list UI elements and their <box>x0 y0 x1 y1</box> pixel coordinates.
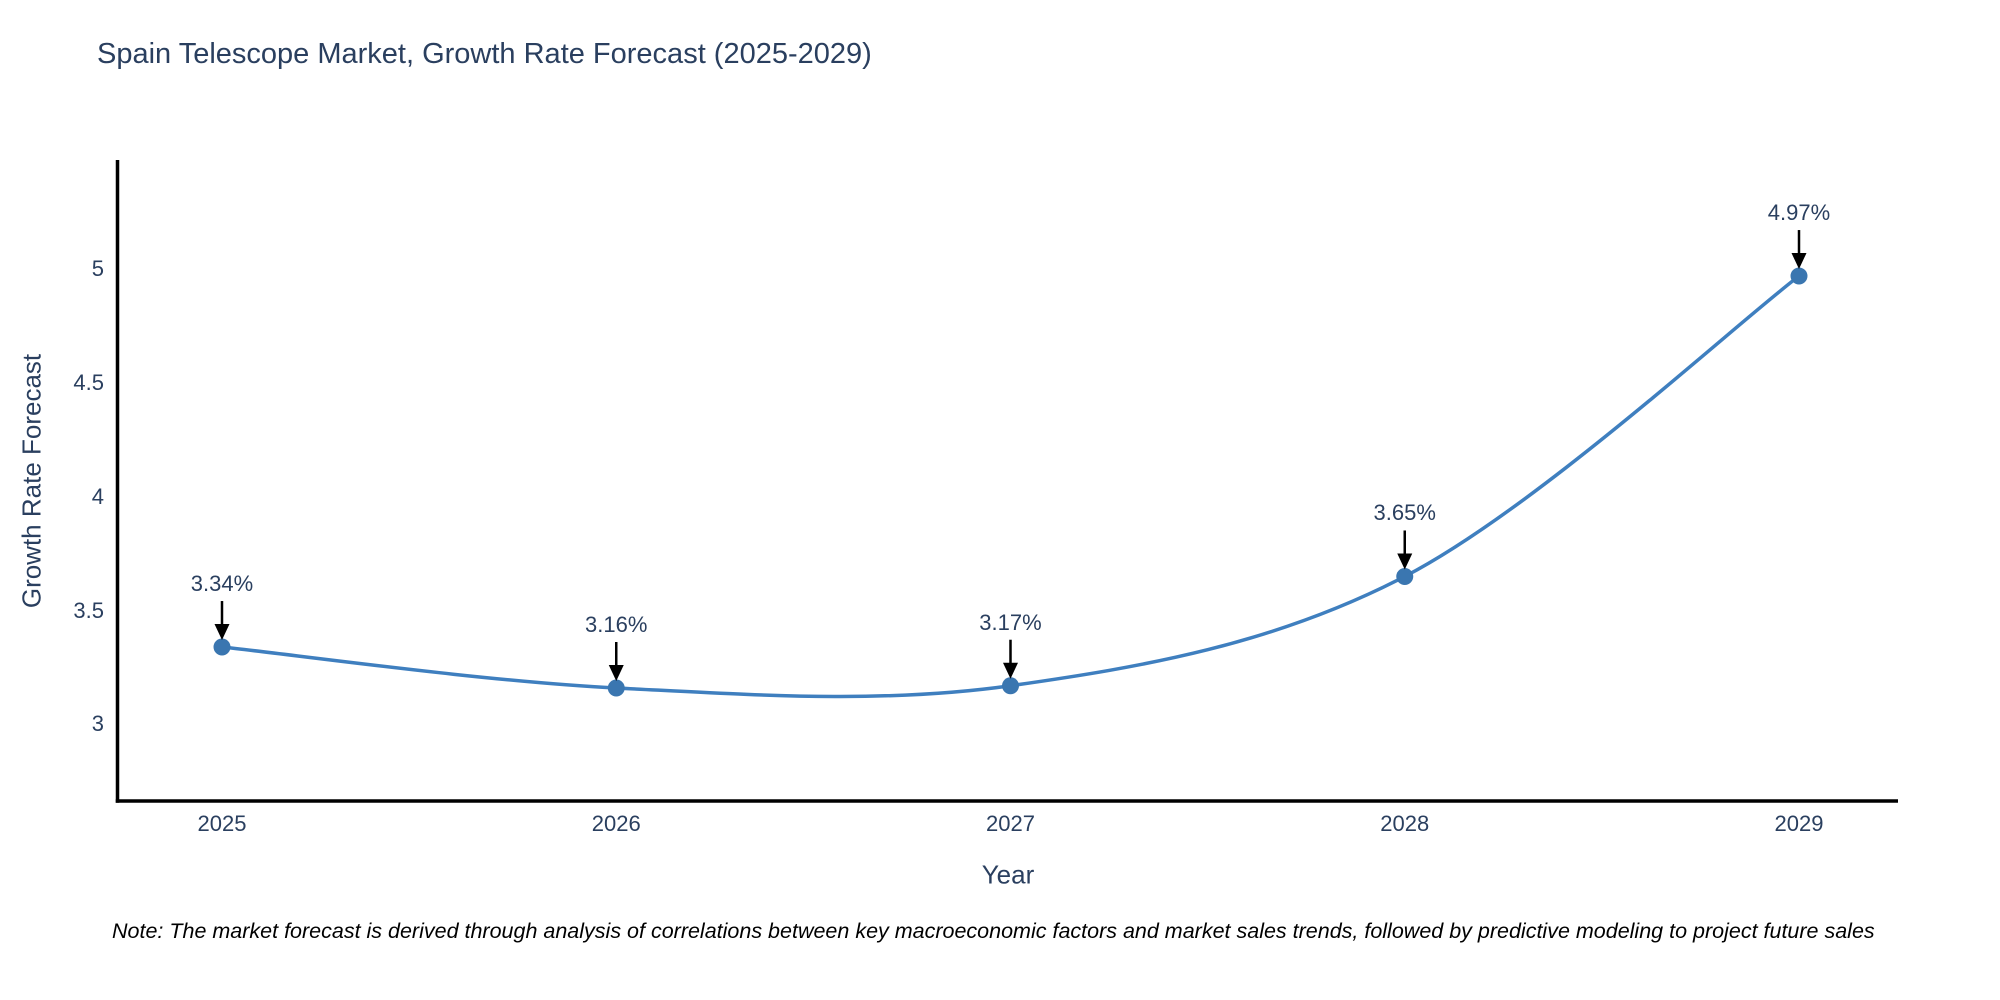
annotation-arrowhead <box>1791 253 1807 270</box>
y-tick-label: 3.5 <box>73 597 104 623</box>
data-point-marker <box>213 638 231 656</box>
x-tick-label: 2027 <box>986 811 1035 836</box>
annotation-label: 4.97% <box>1767 200 1831 226</box>
y-tick-label: 4.5 <box>73 370 104 396</box>
annotation-label: 3.17% <box>979 609 1042 635</box>
annotation-label: 3.65% <box>1373 500 1436 526</box>
annotation-arrowhead <box>1397 553 1413 570</box>
y-tick-label: 5 <box>91 256 104 282</box>
annotation-label: 3.34% <box>190 571 254 597</box>
data-point-marker <box>607 679 625 697</box>
data-point-marker <box>1002 677 1019 695</box>
x-tick-label: 2028 <box>1380 811 1430 836</box>
trend-line <box>220 274 1801 699</box>
annotation-label: 3.16% <box>585 612 648 637</box>
annotation-arrowhead <box>1003 662 1018 679</box>
annotation-arrowhead <box>608 665 624 681</box>
chart-title: Spain Telescope Market, Growth Rate Fore… <box>97 38 872 70</box>
y-tick-label: 3 <box>91 711 104 737</box>
x-axis-title: Year <box>981 859 1035 890</box>
x-tick-label: 2025 <box>197 811 247 836</box>
x-tick-label: 2029 <box>1774 811 1824 836</box>
x-tick-label: 2026 <box>591 811 641 836</box>
footnote: Note: The market forecast is derived thr… <box>112 919 1875 943</box>
annotation-arrowhead <box>214 624 230 641</box>
data-point-marker <box>1396 567 1414 585</box>
data-point-marker <box>1790 267 1808 285</box>
y-tick-label: 4 <box>91 483 104 509</box>
